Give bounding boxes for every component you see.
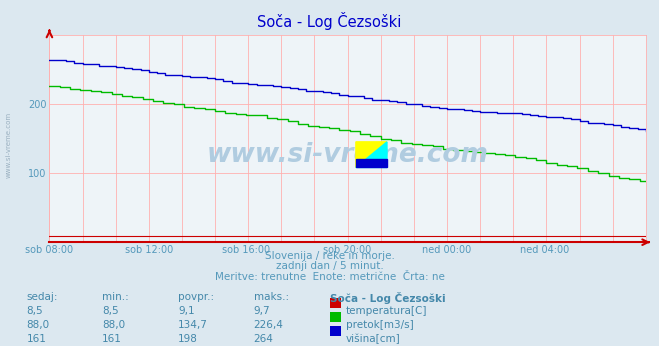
Text: 161: 161 — [26, 334, 46, 344]
Text: 134,7: 134,7 — [178, 320, 208, 330]
Polygon shape — [356, 142, 387, 167]
Text: temperatura[C]: temperatura[C] — [346, 306, 428, 316]
Text: Slovenija / reke in morje.: Slovenija / reke in morje. — [264, 251, 395, 261]
Text: www.si-vreme.com: www.si-vreme.com — [5, 112, 11, 179]
Text: 88,0: 88,0 — [102, 320, 125, 330]
Polygon shape — [356, 142, 387, 167]
Text: min.:: min.: — [102, 292, 129, 302]
Text: 226,4: 226,4 — [254, 320, 283, 330]
Text: 9,7: 9,7 — [254, 306, 270, 316]
Text: 264: 264 — [254, 334, 273, 344]
Text: Soča - Log Čezsoški: Soča - Log Čezsoški — [257, 12, 402, 30]
Text: zadnji dan / 5 minut.: zadnji dan / 5 minut. — [275, 261, 384, 271]
Text: sedaj:: sedaj: — [26, 292, 58, 302]
Text: 161: 161 — [102, 334, 122, 344]
Text: pretok[m3/s]: pretok[m3/s] — [346, 320, 414, 330]
Text: 88,0: 88,0 — [26, 320, 49, 330]
Text: maks.:: maks.: — [254, 292, 289, 302]
Text: višina[cm]: višina[cm] — [346, 334, 401, 344]
Text: 8,5: 8,5 — [26, 306, 43, 316]
Text: Soča - Log Čezsoški: Soča - Log Čezsoški — [330, 292, 445, 304]
Text: 198: 198 — [178, 334, 198, 344]
Text: povpr.:: povpr.: — [178, 292, 214, 302]
Text: Meritve: trenutne  Enote: metrične  Črta: ne: Meritve: trenutne Enote: metrične Črta: … — [215, 272, 444, 282]
Text: 9,1: 9,1 — [178, 306, 194, 316]
Text: 8,5: 8,5 — [102, 306, 119, 316]
Polygon shape — [356, 158, 387, 167]
Text: www.si-vreme.com: www.si-vreme.com — [207, 142, 488, 168]
